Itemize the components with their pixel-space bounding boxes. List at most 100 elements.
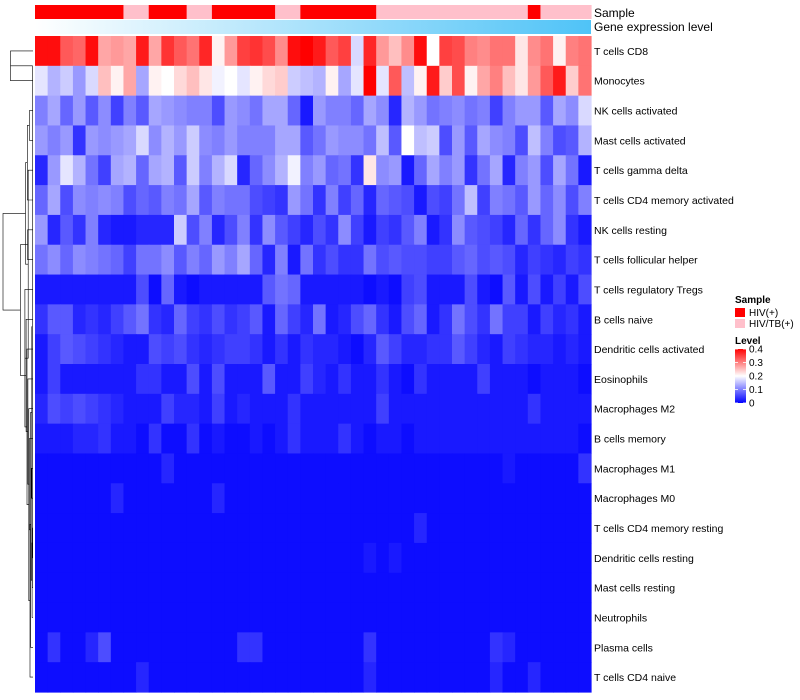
heatmap-cell <box>211 155 226 186</box>
heatmap-cell <box>72 483 87 514</box>
heatmap-cell <box>350 632 365 663</box>
heatmap-cell <box>249 572 264 604</box>
heatmap-cell <box>148 423 162 455</box>
heatmap-cell <box>338 244 352 276</box>
heatmap-cell <box>565 304 579 335</box>
heatmap-cell <box>578 155 592 186</box>
heatmap-cell <box>199 513 213 544</box>
heatmap-cell <box>60 214 74 246</box>
heatmap-cell <box>110 453 125 484</box>
heatmap-cell <box>211 214 226 246</box>
heatmap-cell <box>452 155 466 186</box>
heatmap-cell <box>338 483 352 514</box>
heatmap-cell <box>414 513 428 544</box>
row-label: T cells CD4 naive <box>594 672 676 684</box>
heatmap-cell <box>464 513 478 544</box>
heatmap-cell <box>72 602 87 633</box>
heatmap-cell <box>313 513 327 544</box>
heatmap-cell <box>237 423 251 455</box>
heatmap-cell <box>287 572 301 604</box>
row-label: Dendritic cells activated <box>594 344 704 356</box>
heatmap-cell <box>47 542 61 574</box>
heatmap-cell <box>565 423 579 455</box>
heatmap-cell <box>148 185 162 216</box>
heatmap-cell <box>148 483 162 514</box>
heatmap-cell <box>85 274 99 305</box>
heatmap-cell <box>186 572 200 604</box>
heatmap-cell <box>578 453 592 484</box>
heatmap-cell <box>527 602 542 633</box>
heatmap-cell <box>338 542 352 574</box>
heatmap-cell <box>199 364 213 395</box>
heatmap-cell <box>60 423 74 455</box>
heatmap-cell <box>350 483 365 514</box>
sample-annotation-cell <box>540 5 554 19</box>
heatmap-cell <box>452 632 466 663</box>
heatmap-cell <box>123 274 137 305</box>
heatmap-cell <box>110 334 125 365</box>
heatmap-cell <box>300 453 314 484</box>
heatmap-cell <box>72 542 87 574</box>
heatmap-cell <box>249 155 264 186</box>
heatmap-cell <box>515 36 529 67</box>
heatmap-cell <box>376 364 390 395</box>
heatmap-cell <box>439 393 453 425</box>
heatmap-cell <box>452 334 466 365</box>
heatmap-cell <box>426 304 440 335</box>
heatmap-cell <box>211 274 226 305</box>
heatmap-cell <box>249 662 264 693</box>
row-label: Eosinophils <box>594 374 648 386</box>
heatmap-cell <box>414 214 428 246</box>
heatmap-cell <box>174 453 188 484</box>
heatmap-cell <box>477 274 491 305</box>
heatmap-cell <box>35 95 49 127</box>
heatmap-cell <box>287 155 301 186</box>
heatmap-cell <box>35 542 49 574</box>
sample-annotation-cell <box>527 5 542 19</box>
heatmap-cell <box>199 334 213 365</box>
heatmap-cell <box>136 364 150 395</box>
heatmap-cell <box>426 214 440 246</box>
heatmap-cell <box>350 423 365 455</box>
heatmap-cell <box>262 393 276 425</box>
heatmap-cell <box>72 65 87 97</box>
heatmap-cell <box>85 214 99 246</box>
heatmap-cell <box>515 513 529 544</box>
heatmap-cell <box>35 244 49 276</box>
heatmap-cell <box>452 244 466 276</box>
heatmap-cell <box>325 155 339 186</box>
heatmap-cell <box>60 662 74 693</box>
heatmap-cell <box>262 95 276 127</box>
heatmap-cell <box>338 125 352 156</box>
heatmap-cell <box>464 572 478 604</box>
heatmap-cell <box>98 393 112 425</box>
heatmap-cell <box>224 95 238 127</box>
heatmap-cell <box>376 185 390 216</box>
heatmap-cell <box>477 513 491 544</box>
heatmap-cell <box>275 423 289 455</box>
heatmap-cell <box>110 65 125 97</box>
heatmap-cell <box>439 185 453 216</box>
sample-annotation-cell <box>275 5 289 19</box>
heatmap-cell <box>148 572 162 604</box>
row-dendrogram <box>2 50 33 678</box>
heatmap-cell <box>85 95 99 127</box>
heatmap-cell <box>249 423 264 455</box>
heatmap-cell <box>338 304 352 335</box>
heatmap-cell <box>313 244 327 276</box>
heatmap-cell <box>414 632 428 663</box>
heatmap-cell <box>414 244 428 276</box>
row-label: Mast cells activated <box>594 135 686 147</box>
heatmap-cell <box>35 483 49 514</box>
heatmap-cell <box>489 244 504 276</box>
heatmap-cell <box>224 453 238 484</box>
heatmap-cell <box>540 602 554 633</box>
heatmap-cell <box>452 513 466 544</box>
heatmap-cell <box>287 453 301 484</box>
heatmap-cell <box>85 334 99 365</box>
heatmap-cell <box>85 483 99 514</box>
heatmap-cell <box>110 572 125 604</box>
heatmap-cell <box>527 572 542 604</box>
heatmap-cell <box>161 632 175 663</box>
heatmap-cell <box>414 662 428 693</box>
